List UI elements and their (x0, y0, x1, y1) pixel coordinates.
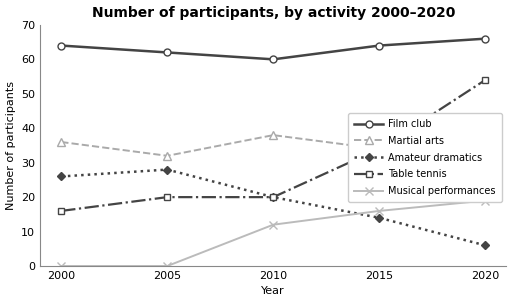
Martial arts (270, 133, 276, 137)
Table tennis (58, 209, 65, 213)
Amateur dramatics (482, 243, 488, 247)
Line: Table tennis: Table tennis (58, 76, 489, 214)
Title: Number of participants, by activity 2000–2020: Number of participants, by activity 2000… (92, 5, 455, 20)
Film club (376, 44, 382, 47)
Martial arts (376, 147, 382, 151)
Film club (270, 57, 276, 61)
Martial arts (482, 140, 488, 144)
Musical performances (164, 264, 170, 268)
Film club (58, 44, 65, 47)
Line: Musical performances: Musical performances (57, 196, 489, 270)
Amateur dramatics (376, 216, 382, 220)
Musical performances (58, 264, 65, 268)
X-axis label: Year: Year (262, 286, 285, 297)
Line: Film club: Film club (58, 35, 489, 63)
Amateur dramatics (58, 175, 65, 178)
Musical performances (482, 199, 488, 202)
Film club (164, 51, 170, 54)
Film club (482, 37, 488, 40)
Martial arts (164, 154, 170, 158)
Martial arts (58, 140, 65, 144)
Line: Amateur dramatics: Amateur dramatics (58, 167, 488, 248)
Table tennis (376, 147, 382, 151)
Table tennis (270, 195, 276, 199)
Musical performances (270, 223, 276, 226)
Legend: Film club, Martial arts, Amateur dramatics, Table tennis, Musical performances: Film club, Martial arts, Amateur dramati… (348, 113, 502, 202)
Table tennis (482, 78, 488, 82)
Line: Martial arts: Martial arts (57, 131, 489, 160)
Amateur dramatics (270, 195, 276, 199)
Y-axis label: Number of participants: Number of participants (6, 81, 15, 210)
Table tennis (164, 195, 170, 199)
Amateur dramatics (164, 168, 170, 171)
Musical performances (376, 209, 382, 213)
